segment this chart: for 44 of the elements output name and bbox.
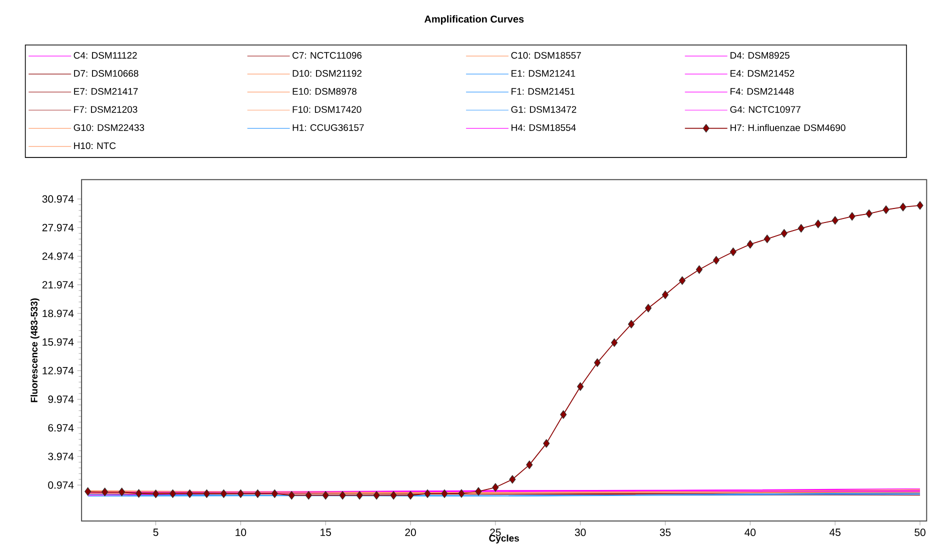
x-tick-label: 10 xyxy=(236,528,246,536)
x-axis-title: Cycles xyxy=(489,534,519,544)
legend-label: F10: DSM17420 xyxy=(292,106,362,113)
legend-label: D4: DSM8925 xyxy=(730,52,790,59)
legend-label: E7: DSM21417 xyxy=(74,88,138,95)
y-tick-label: 30.974 xyxy=(42,195,74,203)
legend-label: E4: DSM21452 xyxy=(730,70,794,77)
x-tick-label: 45 xyxy=(830,528,840,536)
chart-title: Amplification Curves xyxy=(424,15,524,25)
legend-label: F7: DSM21203 xyxy=(74,106,138,113)
legend-label: G1: DSM13472 xyxy=(511,106,576,113)
legend-label: C10: DSM18557 xyxy=(511,52,581,59)
x-tick-label: 50 xyxy=(914,528,926,536)
legend-label: F1: DSM21451 xyxy=(512,88,575,95)
y-tick-label: 12.974 xyxy=(42,366,74,374)
legend-label: G4: NCTC10977 xyxy=(730,106,800,113)
y-tick-label: 3.974 xyxy=(48,452,74,460)
x-tick-label: 20 xyxy=(405,528,416,536)
x-tick-label: 5 xyxy=(153,528,158,536)
x-tick-label: 35 xyxy=(660,528,671,536)
y-tick-label: 24.974 xyxy=(42,252,74,260)
legend-label: H1: CCUG36157 xyxy=(292,124,364,131)
y-tick-label: 21.974 xyxy=(42,281,74,289)
x-tick-label: 15 xyxy=(320,528,331,536)
legend-label: F4: DSM21448 xyxy=(730,88,794,95)
legend-label: H10: NTC xyxy=(74,142,116,150)
y-tick-label: 0.974 xyxy=(48,481,74,489)
legend-label: D7: DSM10668 xyxy=(74,70,138,77)
legend-label: C4: DSM11122 xyxy=(74,52,137,59)
y-tick-label: 9.974 xyxy=(48,396,74,403)
legend-label: E10: DSM8978 xyxy=(292,88,356,95)
y-tick-label: 6.974 xyxy=(48,424,74,432)
y-axis-title: Fluorescence (483-533) xyxy=(30,298,40,402)
x-tick-label: 30 xyxy=(574,528,586,536)
legend-label: C7: NCTC11096 xyxy=(292,52,362,59)
legend-label: E1: DSM21241 xyxy=(512,70,576,77)
x-tick-label: 40 xyxy=(744,528,756,536)
y-tick-label: 18.974 xyxy=(42,310,74,318)
y-tick-label: 15.974 xyxy=(42,338,74,346)
y-tick-label: 27.974 xyxy=(42,224,74,232)
legend-label: H4: DSM18554 xyxy=(512,124,576,131)
legend-label: G10: DSM22433 xyxy=(74,124,144,131)
legend-label: H7: H.influenzae DSM4690 xyxy=(730,124,846,132)
legend-label: D10: DSM21192 xyxy=(292,70,362,77)
